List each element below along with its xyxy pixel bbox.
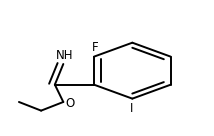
Text: I: I (130, 102, 133, 115)
Text: NH: NH (56, 49, 73, 62)
Text: O: O (66, 97, 75, 109)
Text: F: F (92, 41, 98, 54)
